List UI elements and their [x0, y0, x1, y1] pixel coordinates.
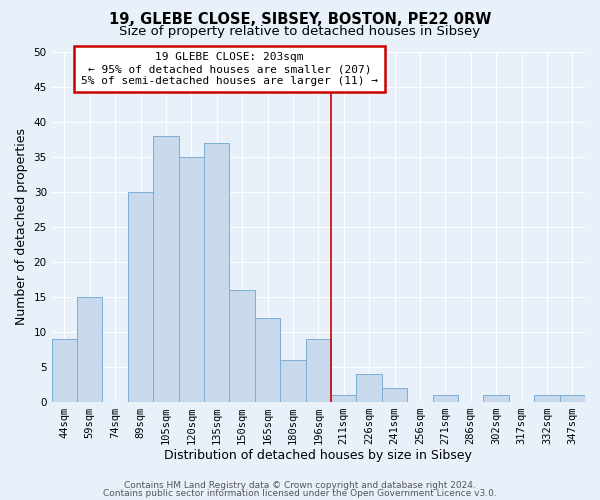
Bar — [331, 394, 356, 402]
Text: Size of property relative to detached houses in Sibsey: Size of property relative to detached ho… — [119, 25, 481, 38]
Bar — [280, 360, 305, 402]
Bar — [534, 394, 560, 402]
Text: 19, GLEBE CLOSE, SIBSEY, BOSTON, PE22 0RW: 19, GLEBE CLOSE, SIBSEY, BOSTON, PE22 0R… — [109, 12, 491, 28]
Text: Contains HM Land Registry data © Crown copyright and database right 2024.: Contains HM Land Registry data © Crown c… — [124, 481, 476, 490]
Bar — [229, 290, 255, 402]
Y-axis label: Number of detached properties: Number of detached properties — [15, 128, 28, 325]
Bar — [356, 374, 382, 402]
Bar — [128, 192, 153, 402]
Text: Contains public sector information licensed under the Open Government Licence v3: Contains public sector information licen… — [103, 488, 497, 498]
Bar — [255, 318, 280, 402]
Bar — [305, 338, 331, 402]
Bar — [153, 136, 179, 402]
Bar — [560, 394, 585, 402]
Bar — [382, 388, 407, 402]
Bar — [433, 394, 458, 402]
Bar — [204, 142, 229, 402]
Bar — [484, 394, 509, 402]
X-axis label: Distribution of detached houses by size in Sibsey: Distribution of detached houses by size … — [164, 450, 472, 462]
Bar — [179, 156, 204, 402]
Bar — [77, 296, 103, 402]
Bar — [52, 338, 77, 402]
Text: 19 GLEBE CLOSE: 203sqm
← 95% of detached houses are smaller (207)
5% of semi-det: 19 GLEBE CLOSE: 203sqm ← 95% of detached… — [81, 52, 378, 86]
